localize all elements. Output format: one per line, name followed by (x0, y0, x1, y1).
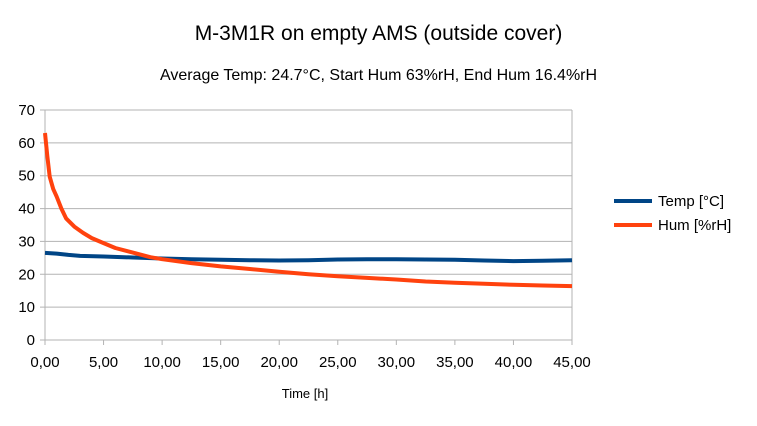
x-tick-label: 20,00 (260, 354, 298, 371)
x-tick-label: 25,00 (319, 354, 357, 371)
y-tick-label: 30 (18, 233, 35, 250)
chart-subtitle: Average Temp: 24.7°C, Start Hum 63%rH, E… (159, 67, 598, 84)
x-axis-label: Time [h] (282, 386, 328, 401)
x-tick-label: 0,00 (30, 354, 59, 371)
series-line-temp (44, 250, 573, 264)
y-tick-label: 0 (27, 332, 35, 349)
x-tick-label: 45,00 (553, 354, 591, 371)
y-tick-label: 50 (18, 168, 35, 185)
chart-title: M-3M1R on empty AMS (outside cover) (194, 22, 563, 45)
y-tick-label: 60 (18, 135, 35, 152)
y-tick-label: 10 (18, 299, 35, 316)
legend-label: Hum [%rH] (658, 217, 731, 234)
x-tick-label: 40,00 (495, 354, 533, 371)
x-tick-label: 30,00 (378, 354, 416, 371)
x-tick-label: 15,00 (202, 354, 240, 371)
x-tick-label: 10,00 (143, 354, 181, 371)
series-line-hum (43, 132, 573, 289)
y-tick-label: 20 (18, 266, 35, 283)
x-tick-label: 35,00 (436, 354, 474, 371)
legend-label: Temp [°C] (658, 193, 724, 210)
y-tick-label: 70 (18, 102, 35, 119)
y-tick-label: 40 (18, 201, 35, 218)
x-tick-label: 5,00 (89, 354, 118, 371)
